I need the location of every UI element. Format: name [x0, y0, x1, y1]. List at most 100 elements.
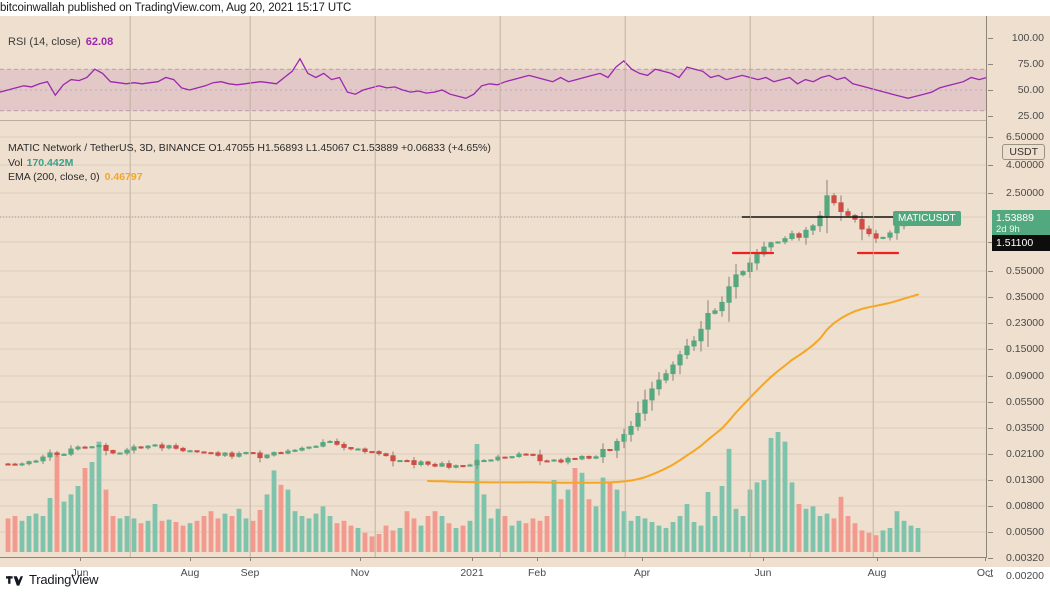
price-axis-label: 0.35000 — [1006, 291, 1044, 303]
rsi-axis-label: 100.00 — [1011, 32, 1044, 44]
axis-tick — [988, 242, 993, 243]
byline-text: bitcoinwallah published on TradingView.c… — [0, 2, 352, 14]
bar-countdown: 2d 9h — [996, 224, 1020, 235]
tradingview-brand: TradingView — [29, 572, 99, 587]
price-axis-label: 0.09000 — [1006, 370, 1044, 382]
axis-tick — [988, 193, 993, 194]
rsi-axis-label: 25.00 — [1017, 110, 1044, 122]
price-axis-label: 2.50000 — [1006, 187, 1044, 199]
candlesticks — [5, 179, 921, 470]
axis-tick — [988, 297, 993, 298]
date-axis-label: Sep — [240, 567, 260, 579]
price-axis-label: 0.15000 — [1006, 343, 1044, 355]
gridline-vertical — [750, 16, 751, 557]
date-tick — [763, 557, 764, 561]
date-axis-label: 2021 — [460, 567, 484, 579]
time-axis-line — [0, 557, 987, 558]
ema-200-line — [427, 293, 919, 484]
price-axis-background — [987, 16, 1050, 567]
date-axis-label: Jun — [754, 567, 772, 579]
price-axis-label: 0.03500 — [1006, 422, 1044, 434]
date-axis-label: Nov — [350, 567, 370, 579]
axis-tick — [988, 90, 993, 91]
price-axis-label: 0.05500 — [1006, 396, 1044, 408]
volume-legend: Vol 170.442M — [8, 156, 491, 171]
date-axis-label: Oct — [976, 567, 994, 579]
date-axis-label: Aug — [867, 567, 887, 579]
price-axis-label: 0.00800 — [1006, 500, 1044, 512]
price-axis-line — [986, 16, 987, 557]
axis-tick — [988, 165, 993, 166]
price-plot — [0, 121, 987, 557]
date-tick — [80, 557, 81, 561]
volume-legend-name: Vol — [8, 156, 23, 169]
pane-separator — [0, 120, 987, 121]
axis-tick — [988, 137, 993, 138]
symbol-badge[interactable]: MATICUSDT — [893, 211, 961, 226]
date-axis-label: Jun — [71, 567, 89, 579]
rsi-plot — [0, 16, 987, 120]
price-axis-label: 0.01300 — [1006, 474, 1044, 486]
date-axis-label: Apr — [633, 567, 651, 579]
chart-canvas[interactable]: RSI (14, close) 62.08 MATIC Network / Tet… — [0, 16, 1050, 582]
price-legend-ohlc: MATIC Network / TetherUS, 3D, BINANCE O1… — [8, 142, 491, 154]
axis-tick — [988, 38, 993, 39]
rsi-axis-label: 75.00 — [1017, 58, 1044, 70]
axis-tick — [988, 323, 993, 324]
axis-tick — [988, 558, 993, 559]
rsi-pane[interactable] — [0, 16, 987, 120]
axis-tick — [988, 576, 993, 577]
tradingview-logo-icon — [6, 575, 23, 586]
currency-badge[interactable]: USDT — [1002, 144, 1045, 160]
gridline-vertical — [625, 16, 626, 557]
gridline-vertical — [500, 16, 501, 557]
axis-tick — [988, 64, 993, 65]
price-axis-label: 6.50000 — [1006, 131, 1044, 143]
rsi-legend[interactable]: RSI (14, close) 62.08 — [8, 36, 113, 48]
price-pane[interactable] — [0, 121, 987, 557]
price-legend[interactable]: MATIC Network / TetherUS, 3D, BINANCE O1… — [8, 141, 491, 185]
gridline-vertical — [130, 16, 131, 557]
price-axis-label: 4.00000 — [1006, 159, 1044, 171]
date-tick — [877, 557, 878, 561]
price-axis-label: 0.00500 — [1006, 526, 1044, 538]
date-tick — [360, 557, 361, 561]
price-axis-label: 0.00200 — [1006, 570, 1044, 582]
date-tick — [250, 557, 251, 561]
volume-bars — [5, 432, 921, 552]
axis-tick — [988, 349, 993, 350]
gridline-vertical — [375, 16, 376, 557]
rsi-legend-name: RSI (14, close) — [8, 36, 81, 48]
date-tick — [642, 557, 643, 561]
axis-tick — [988, 376, 993, 377]
date-tick — [537, 557, 538, 561]
price-axis-label: 0.55000 — [1006, 265, 1044, 277]
axis-tick — [988, 116, 993, 117]
rsi-legend-value: 62.08 — [85, 36, 114, 48]
axis-tick — [988, 402, 993, 403]
price-axis-label: 0.23000 — [1006, 317, 1044, 329]
date-axis-label: Aug — [180, 567, 200, 579]
axis-tick — [988, 271, 993, 272]
price-axis-label: 0.00320 — [1006, 552, 1044, 564]
date-tick — [472, 557, 473, 561]
ema-legend: EMA (200, close, 0) 0.46797 — [8, 170, 491, 185]
axis-tick — [988, 480, 993, 481]
date-tick — [985, 557, 986, 561]
last-price-value: 1.53889 — [996, 212, 1034, 224]
gridline-vertical — [873, 16, 874, 557]
last-price-badge[interactable]: 1.53889 2d 9h — [992, 210, 1050, 237]
date-tick — [190, 557, 191, 561]
tradingview-footer: TradingView — [6, 572, 99, 587]
bid-price-badge[interactable]: 1.51100 — [992, 235, 1050, 251]
rsi-axis-label: 50.00 — [1017, 84, 1044, 96]
volume-legend-value: 170.442M — [26, 156, 74, 169]
axis-tick — [988, 428, 993, 429]
date-axis-label: Feb — [527, 567, 547, 579]
ema-legend-name: EMA (200, close, 0) — [8, 171, 100, 183]
axis-tick — [988, 506, 993, 507]
ema-legend-value: 0.46797 — [104, 171, 143, 183]
axis-tick — [988, 454, 993, 455]
gridline-vertical — [250, 16, 251, 557]
